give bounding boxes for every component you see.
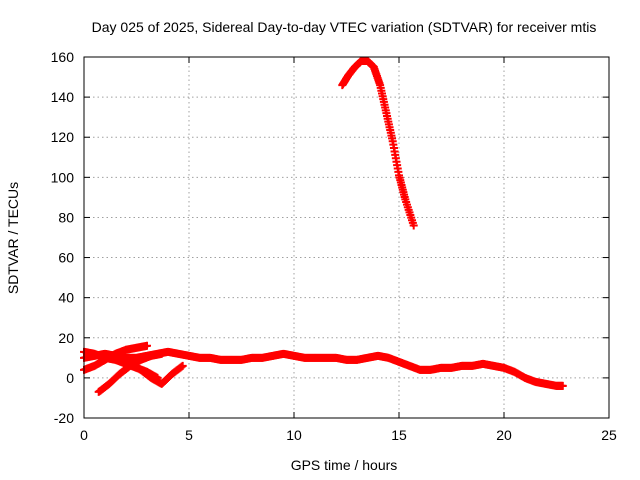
grid-lines — [84, 57, 609, 418]
y-tick-label: 120 — [51, 129, 75, 145]
y-tick-label: 0 — [66, 370, 74, 386]
x-tick-label: 10 — [286, 427, 302, 443]
axis-ticks: -20 0 20 40 60 80 100 120 140 160 0 5 10 15 20 25 — [51, 49, 617, 443]
x-axis-label: GPS time / hours — [291, 457, 398, 473]
y-tick-label: 100 — [51, 169, 75, 185]
data-point — [178, 361, 187, 370]
data-point — [157, 349, 166, 358]
y-tick-label: 40 — [58, 290, 74, 306]
y-axis-label: SDTVAR / TECUs — [5, 182, 21, 294]
plot-frame — [83, 56, 610, 419]
y-tick-label: 60 — [58, 250, 74, 266]
series-dipping-arc-early — [126, 357, 187, 388]
y-tick-label: 80 — [58, 209, 74, 225]
series-high-arc — [338, 57, 418, 230]
y-tick-label: 20 — [58, 330, 74, 346]
y-tick-label: -20 — [54, 410, 74, 426]
y-tick-label: 160 — [51, 49, 75, 65]
chart-title: Day 025 of 2025, Sidereal Day-to-day VTE… — [92, 19, 597, 35]
data-point — [558, 381, 567, 390]
x-tick-label: 20 — [496, 427, 512, 443]
x-tick-label: 0 — [80, 427, 88, 443]
x-tick-label: 15 — [391, 427, 407, 443]
y-tick-label: 140 — [51, 89, 75, 105]
data-point — [409, 221, 418, 230]
series-crossing-arc-early — [94, 349, 166, 396]
x-tick-label: 5 — [185, 427, 193, 443]
x-tick-label: 25 — [601, 427, 617, 443]
data-series — [80, 57, 567, 396]
data-point — [143, 341, 151, 350]
